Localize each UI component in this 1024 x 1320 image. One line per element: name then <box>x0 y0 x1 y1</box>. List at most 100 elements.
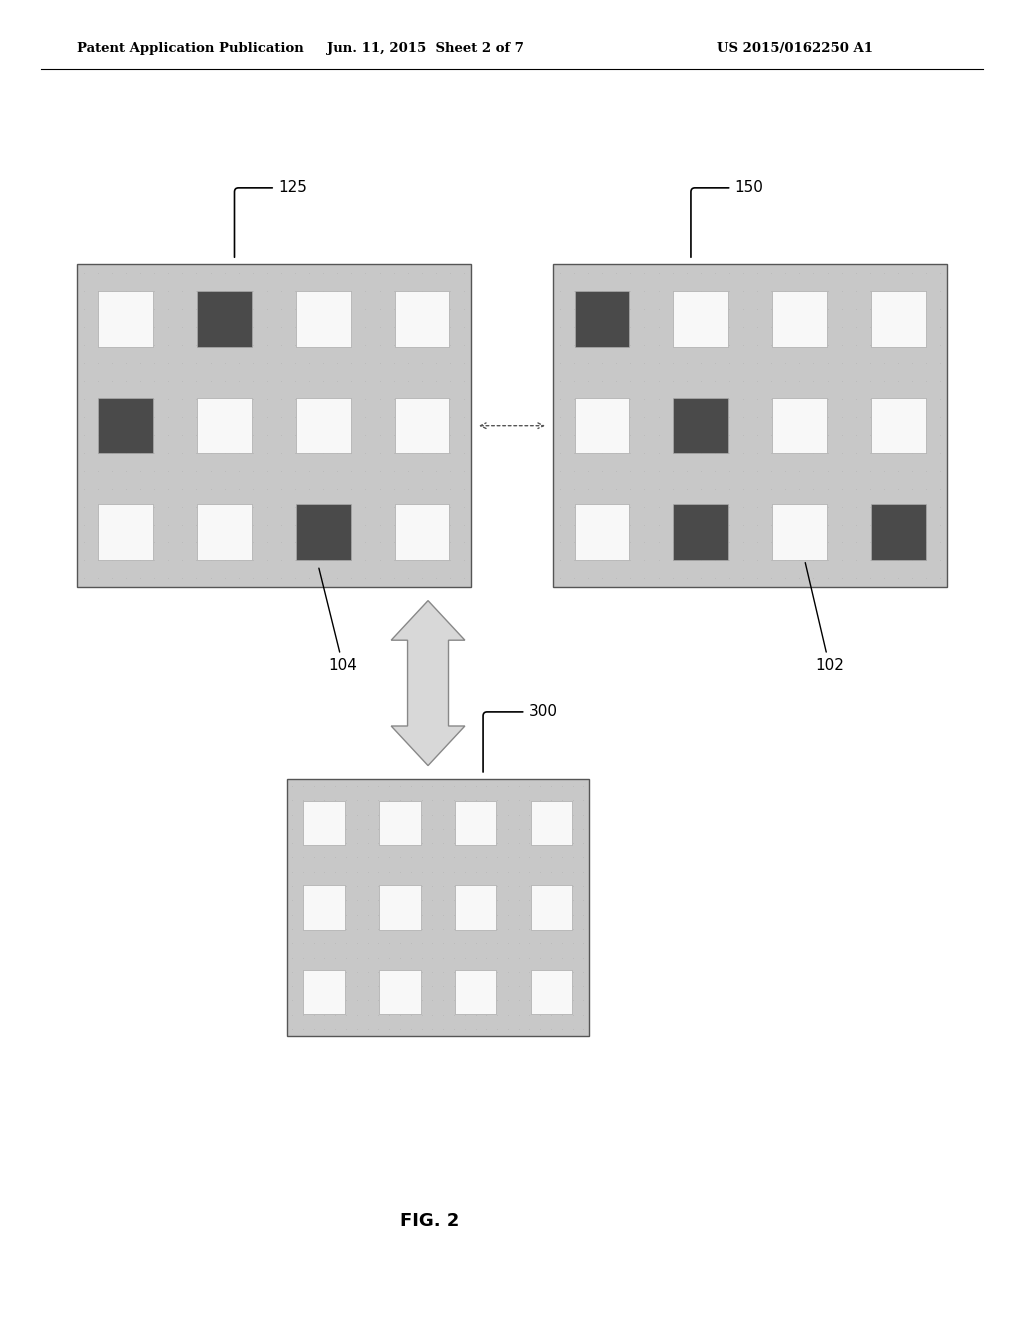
Point <box>348 861 365 882</box>
Point <box>735 478 752 499</box>
Point <box>315 317 332 338</box>
Point <box>932 352 948 374</box>
Point <box>623 513 639 535</box>
Point <box>594 317 610 338</box>
Point <box>146 442 163 463</box>
Point <box>792 352 808 374</box>
Point <box>792 442 808 463</box>
Point <box>76 442 92 463</box>
Point <box>385 513 401 535</box>
Point <box>381 804 397 825</box>
Point <box>203 334 219 355</box>
Point <box>399 280 416 301</box>
Point <box>552 478 568 499</box>
Point <box>692 478 709 499</box>
Point <box>338 961 354 982</box>
Point <box>301 532 317 553</box>
Point <box>532 946 549 968</box>
Point <box>216 513 232 535</box>
Point <box>230 424 247 445</box>
Point <box>918 550 934 572</box>
Point <box>467 861 483 882</box>
Point <box>372 298 388 319</box>
Point <box>566 461 583 482</box>
Point <box>203 370 219 391</box>
Point <box>594 407 610 428</box>
Point <box>414 388 430 409</box>
Point <box>777 424 794 445</box>
Point <box>90 550 106 572</box>
Point <box>428 478 444 499</box>
Point <box>735 334 752 355</box>
Point <box>301 424 317 445</box>
Point <box>343 352 359 374</box>
Point <box>435 946 452 968</box>
Point <box>861 478 878 499</box>
Point <box>348 1005 365 1026</box>
Point <box>904 263 921 284</box>
Point <box>348 875 365 896</box>
Point <box>861 461 878 482</box>
Point <box>272 280 289 301</box>
Point <box>118 478 134 499</box>
Point <box>90 317 106 338</box>
Point <box>861 352 878 374</box>
Point <box>564 775 581 796</box>
Point <box>636 334 652 355</box>
Bar <box>395 504 450 560</box>
Point <box>608 317 625 338</box>
Point <box>721 370 737 391</box>
Point <box>90 532 106 553</box>
Point <box>834 496 850 517</box>
Text: FIG. 2: FIG. 2 <box>400 1212 460 1230</box>
Point <box>777 461 794 482</box>
Point <box>287 424 303 445</box>
Point <box>552 496 568 517</box>
Point <box>721 532 737 553</box>
Point <box>295 975 311 997</box>
Point <box>230 568 247 589</box>
Point <box>707 532 723 553</box>
Point <box>792 424 808 445</box>
Point <box>259 370 275 391</box>
Point <box>359 833 376 854</box>
Point <box>890 388 906 409</box>
Point <box>329 407 345 428</box>
Point <box>552 352 568 374</box>
Point <box>428 280 444 301</box>
Point <box>357 442 374 463</box>
Point <box>392 975 409 997</box>
Point <box>329 370 345 391</box>
Point <box>488 933 505 954</box>
Point <box>580 370 596 391</box>
Point <box>132 513 148 535</box>
Point <box>287 568 303 589</box>
Point <box>76 352 92 374</box>
Point <box>819 298 836 319</box>
Point <box>564 875 581 896</box>
Point <box>575 975 592 997</box>
Point <box>665 263 681 284</box>
Point <box>316 919 333 940</box>
Text: US 2015/0162250 A1: US 2015/0162250 A1 <box>717 42 872 55</box>
Point <box>414 775 430 796</box>
Point <box>348 975 365 997</box>
Point <box>554 818 570 840</box>
Point <box>679 424 695 445</box>
Point <box>805 461 821 482</box>
Point <box>216 388 232 409</box>
Point <box>348 1019 365 1040</box>
Point <box>329 352 345 374</box>
Point <box>521 804 538 825</box>
Point <box>918 496 934 517</box>
Point <box>118 424 134 445</box>
Point <box>435 804 452 825</box>
Point <box>329 334 345 355</box>
Point <box>594 513 610 535</box>
Point <box>650 370 667 391</box>
Point <box>414 875 430 896</box>
Bar <box>530 886 572 929</box>
Point <box>564 861 581 882</box>
Point <box>174 352 190 374</box>
Point <box>315 334 332 355</box>
